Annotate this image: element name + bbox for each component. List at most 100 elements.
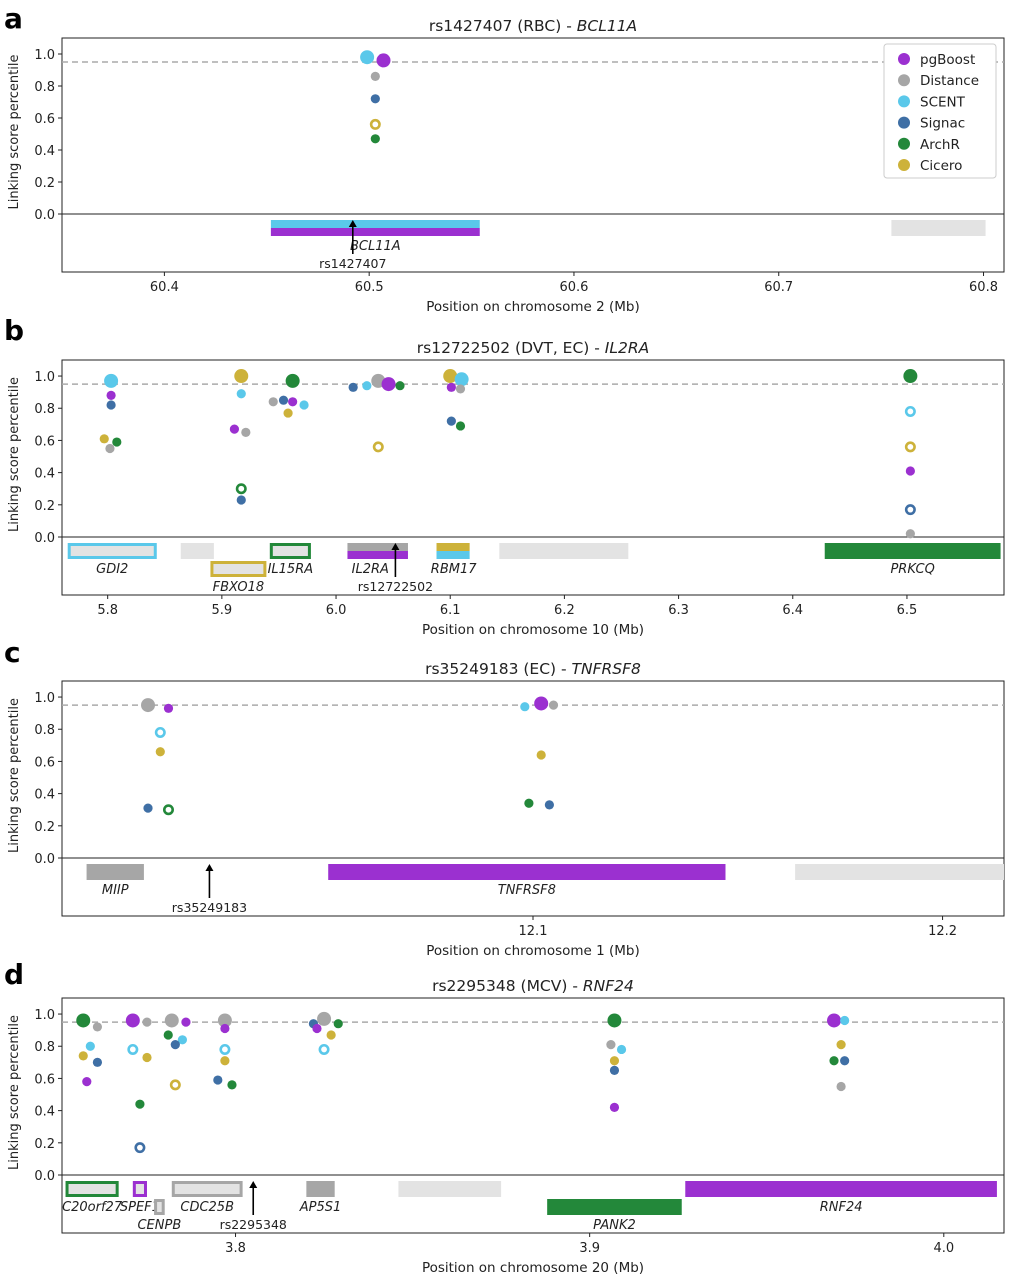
gene-label: FBXO18 (213, 580, 265, 595)
y-tick-label: 0.2 (34, 176, 55, 191)
point-distance (268, 397, 278, 407)
point-archr (112, 437, 122, 447)
legend-label-pgboost: pgBoost (920, 52, 975, 68)
x-tick-label: 6.3 (668, 603, 689, 618)
point-archr (285, 373, 300, 388)
point-archr (607, 1013, 622, 1028)
gene-label: PRKCQ (890, 562, 934, 577)
point-distance (606, 1040, 616, 1050)
point-archr (903, 369, 918, 384)
point-scent (520, 702, 530, 712)
plot-frame (61, 37, 1005, 273)
y-tick-label: 0.0 (34, 531, 55, 546)
point-signac (278, 395, 289, 405)
point-cicero (904, 441, 916, 453)
chart-title-gene: RNF24 (583, 977, 634, 995)
y-tick-label: 1.0 (34, 1008, 55, 1023)
point-pgboost (827, 1013, 842, 1028)
chart-title-gene: IL2RA (605, 339, 649, 357)
variant-arrow-head (348, 220, 357, 227)
point-cicero (326, 1030, 336, 1040)
point-archr (162, 804, 174, 816)
gene-label: SPEF1 (120, 1200, 160, 1215)
y-tick-label: 0.6 (34, 755, 55, 770)
point-signac (904, 504, 916, 516)
gene-other1 (180, 543, 214, 559)
point-signac (348, 382, 358, 392)
y-axis-label: Linking score percentile (7, 377, 22, 532)
gene-label: TNFRSF8 (498, 883, 556, 898)
gene-label: CENPB (137, 1218, 181, 1233)
y-tick-label: 0.8 (34, 723, 55, 738)
point-pgboost (82, 1077, 92, 1087)
panel-a: a rs1427407 (RBC) - BCL11A 0.0 0.2 0.4 0.6 0.8… (4, 2, 1005, 315)
point-archr (76, 1013, 91, 1028)
point-cicero (443, 369, 458, 384)
gene-other2 (499, 543, 629, 559)
point-signac (236, 495, 246, 505)
x-tick-label: 60.5 (355, 280, 384, 295)
point-scent (840, 1015, 850, 1026)
gene-label: RBM17 (431, 562, 477, 577)
legend-box (883, 43, 997, 179)
x-tick-label: 12.2 (928, 924, 957, 939)
gene-PANK2 (547, 1199, 682, 1215)
point-signac (143, 803, 153, 813)
point-pgboost (905, 466, 915, 476)
point-pgboost (125, 1013, 140, 1028)
y-axis-label: Linking score percentile (7, 1015, 22, 1170)
point-pgboost (181, 1017, 191, 1027)
y-tick-label: 0.8 (34, 1040, 55, 1055)
point-archr (235, 483, 247, 495)
variant-arrow-head (249, 1181, 258, 1188)
point-cicero (220, 1056, 230, 1066)
point-signac (840, 1056, 850, 1066)
point-cicero (234, 369, 249, 384)
point-pgboost (163, 703, 174, 713)
gene-label: GDI2 (96, 562, 128, 577)
x-tick-label: 5.9 (212, 603, 233, 618)
y-tick-label: 0.4 (34, 788, 55, 803)
gene-label: CDC25B (180, 1200, 234, 1215)
legend-marker-archr (898, 137, 910, 150)
x-axis-label: Position on chromosome 20 (Mb) (422, 1260, 644, 1276)
chart-title: rs2295348 (MCV) - RNF24 (432, 977, 634, 995)
chart-title: rs12722502 (DVT, EC) - IL2RA (417, 339, 649, 357)
variant-label: rs2295348 (220, 1217, 287, 1232)
x-tick-label: 60.6 (559, 280, 588, 295)
x-axis-label: Position on chromosome 2 (Mb) (426, 299, 640, 315)
chart-title-gene: BCL11A (577, 17, 637, 35)
x-tick-label: 6.0 (326, 603, 347, 618)
gene-IL2RA-top (347, 543, 408, 551)
point-signac (446, 416, 456, 426)
chart-title-prefix: rs35249183 (EC) - (425, 660, 571, 678)
gene-label: IL2RA (352, 562, 389, 577)
y-tick-label: 0.6 (34, 112, 55, 127)
gene-other (891, 220, 986, 236)
point-distance (105, 443, 115, 454)
point-archr (524, 798, 534, 808)
point-archr (829, 1056, 839, 1066)
legend-label-signac: Signac (920, 116, 965, 132)
y-axis-label: Linking score percentile (7, 55, 22, 210)
panel-letter: a (4, 2, 23, 35)
gene-label: IL15RA (268, 562, 314, 577)
gene-CDC25B (171, 1181, 243, 1197)
x-tick-label: 6.4 (782, 603, 803, 618)
x-tick-label: 12.1 (519, 924, 548, 939)
plot-frame (61, 997, 1005, 1234)
x-axis-label: Position on chromosome 10 (Mb) (422, 622, 644, 638)
point-cicero (169, 1079, 181, 1091)
gene-label: BCL11A (350, 239, 401, 254)
point-signac (170, 1040, 180, 1050)
point-archr (333, 1019, 343, 1029)
point-signac (106, 400, 116, 410)
gene-RBM17-top (436, 543, 470, 551)
point-cicero (369, 118, 381, 130)
chart-title: rs35249183 (EC) - TNFRSF8 (425, 660, 641, 678)
x-tick-label: 60.4 (150, 280, 179, 295)
gene-RNF24 (685, 1181, 997, 1197)
point-scent (219, 1043, 231, 1055)
y-tick-label: 1.0 (34, 370, 55, 385)
